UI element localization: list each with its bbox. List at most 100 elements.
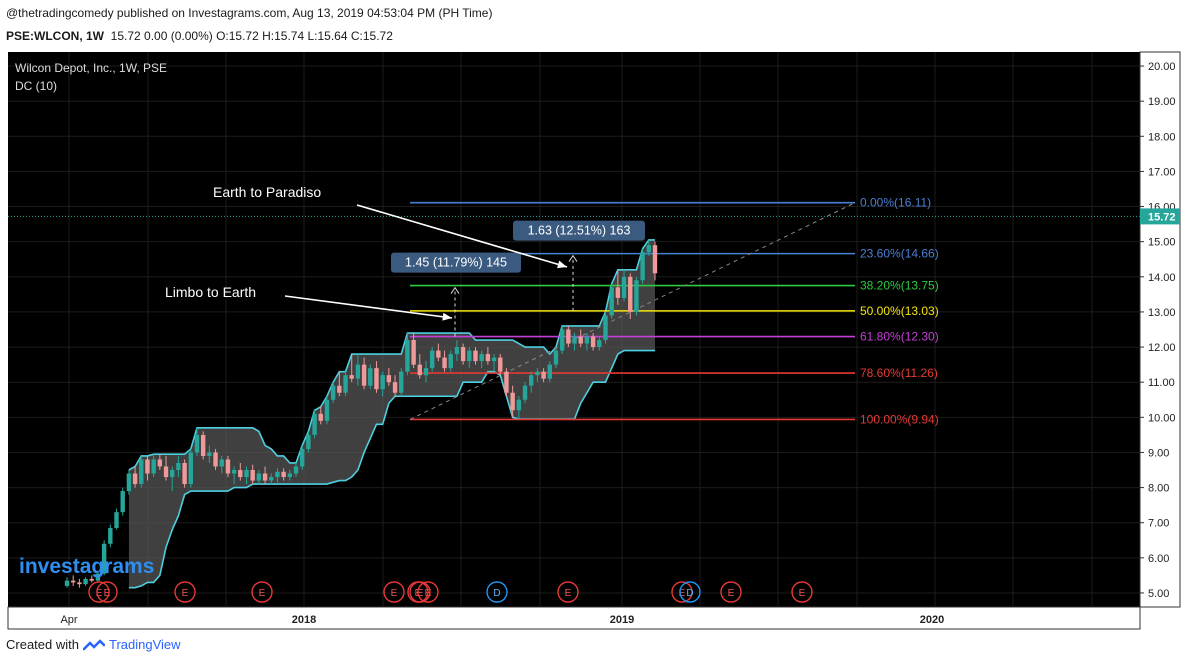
candle-body xyxy=(349,375,354,379)
symbol-quote-line: PSE:WLCON, 1W 15.72 0.00 (0.00%) O:15.72… xyxy=(6,29,393,43)
candle-body xyxy=(70,580,76,583)
candle-body xyxy=(182,462,187,485)
candle-body xyxy=(343,375,348,393)
candle-body xyxy=(200,434,206,456)
candle-body xyxy=(120,491,125,513)
candle-body xyxy=(454,347,460,355)
earnings-event-icon[interactable] xyxy=(174,581,196,603)
symbol-label: PSE:WLCON, 1W xyxy=(6,29,104,43)
candle-body xyxy=(504,371,509,393)
candle-body xyxy=(498,357,503,372)
candle-body xyxy=(460,347,466,362)
candle-body xyxy=(429,350,435,369)
candle-body xyxy=(417,364,422,376)
candle-body xyxy=(250,470,255,481)
earnings-event-icon[interactable] xyxy=(671,581,693,603)
fib-level-label: 61.80%(12.30) xyxy=(860,330,939,344)
candle-body xyxy=(275,471,280,478)
candle-body xyxy=(529,375,534,386)
event-letter: E xyxy=(182,588,189,599)
candle-body xyxy=(553,350,559,365)
candle-body xyxy=(615,287,621,298)
earnings-event-icon[interactable] xyxy=(557,581,579,603)
candle-body xyxy=(473,350,478,362)
dividend-event-icon[interactable] xyxy=(679,581,701,603)
candle-body xyxy=(256,473,262,481)
event-letter: D xyxy=(493,588,500,599)
event-letter: E xyxy=(679,588,686,599)
last-price-label: 15.72 xyxy=(1148,211,1176,223)
candle-body xyxy=(287,473,293,478)
arrowhead-icon xyxy=(557,260,567,269)
measure-arrow-icon xyxy=(568,254,578,262)
measure-box[interactable] xyxy=(391,252,521,273)
candle-body xyxy=(281,471,286,478)
earnings-event-icon[interactable] xyxy=(720,581,742,603)
quote-values: 15.72 0.00 (0.00%) O:15.72 H:15.74 L:15.… xyxy=(110,29,393,43)
annotation-text: Limbo to Earth xyxy=(165,284,256,300)
event-letter: E xyxy=(728,588,735,599)
fib-trend-line[interactable] xyxy=(409,202,856,420)
candle-body xyxy=(609,287,614,316)
fib-level-label: 38.20%(13.75) xyxy=(860,279,939,293)
candle-body xyxy=(467,350,472,362)
measure-label: 1.45 (11.79%) 145 xyxy=(405,256,507,270)
candle-body xyxy=(374,368,379,390)
candle-body xyxy=(399,371,404,393)
candle-body xyxy=(405,340,410,372)
candle-body xyxy=(262,473,268,481)
candle-body xyxy=(584,336,590,344)
earnings-event-icon[interactable] xyxy=(251,581,273,603)
candle-body xyxy=(318,413,323,421)
annotation-arrow[interactable] xyxy=(284,295,453,319)
candle-body xyxy=(442,357,447,369)
candle-body xyxy=(83,578,88,585)
earnings-event-icon[interactable] xyxy=(791,581,813,603)
candle-body xyxy=(652,245,658,274)
y-tick-label: 18.00 xyxy=(1148,131,1176,143)
candle-body xyxy=(95,573,101,581)
created-with-label: Created with xyxy=(6,637,79,652)
candle-body xyxy=(330,385,336,400)
candle-body xyxy=(139,459,144,485)
candle-body xyxy=(312,413,317,435)
dividend-event-icon[interactable] xyxy=(486,581,508,603)
x-tick-label: Apr xyxy=(60,614,77,626)
candle-body xyxy=(300,448,305,467)
earnings-event-icon[interactable] xyxy=(407,581,429,603)
price-axis[interactable] xyxy=(1139,51,1181,608)
candle-body xyxy=(436,350,441,358)
measure-box[interactable] xyxy=(513,220,645,241)
event-letter: E xyxy=(391,588,398,599)
y-tick-label: 17.00 xyxy=(1148,166,1176,178)
y-tick-label: 15.00 xyxy=(1148,237,1176,249)
earnings-event-icon[interactable] xyxy=(417,581,439,603)
candle-body xyxy=(621,276,627,298)
time-axis[interactable] xyxy=(7,606,1141,630)
candle-body xyxy=(101,543,107,574)
tradingview-link[interactable]: TradingView xyxy=(108,637,181,652)
candle-body xyxy=(213,452,218,467)
y-tick-label: 13.00 xyxy=(1148,307,1176,319)
candle-body xyxy=(170,470,175,478)
candle-body xyxy=(368,368,373,386)
candle-body xyxy=(355,364,361,379)
candle-body xyxy=(337,385,342,393)
arrowhead-icon xyxy=(442,312,452,321)
y-tick-label: 19.00 xyxy=(1148,96,1176,108)
investagrams-watermark: investagrams xyxy=(19,555,154,578)
earnings-event-icon[interactable] xyxy=(383,581,405,603)
earnings-event-icon[interactable] xyxy=(88,581,110,603)
earnings-event-icon[interactable] xyxy=(96,581,118,603)
annotation-text: Earth to Paradiso xyxy=(213,184,321,200)
candle-body xyxy=(238,470,243,478)
candle-body xyxy=(207,452,212,456)
candle-body xyxy=(640,252,645,281)
candle-body xyxy=(566,329,571,344)
y-tick-label: 9.00 xyxy=(1148,447,1169,459)
annotation-arrow[interactable] xyxy=(356,204,568,268)
fib-level-label: 50.00%(13.03) xyxy=(860,304,939,318)
candle-body xyxy=(306,434,311,449)
y-tick-label: 11.00 xyxy=(1148,377,1175,389)
